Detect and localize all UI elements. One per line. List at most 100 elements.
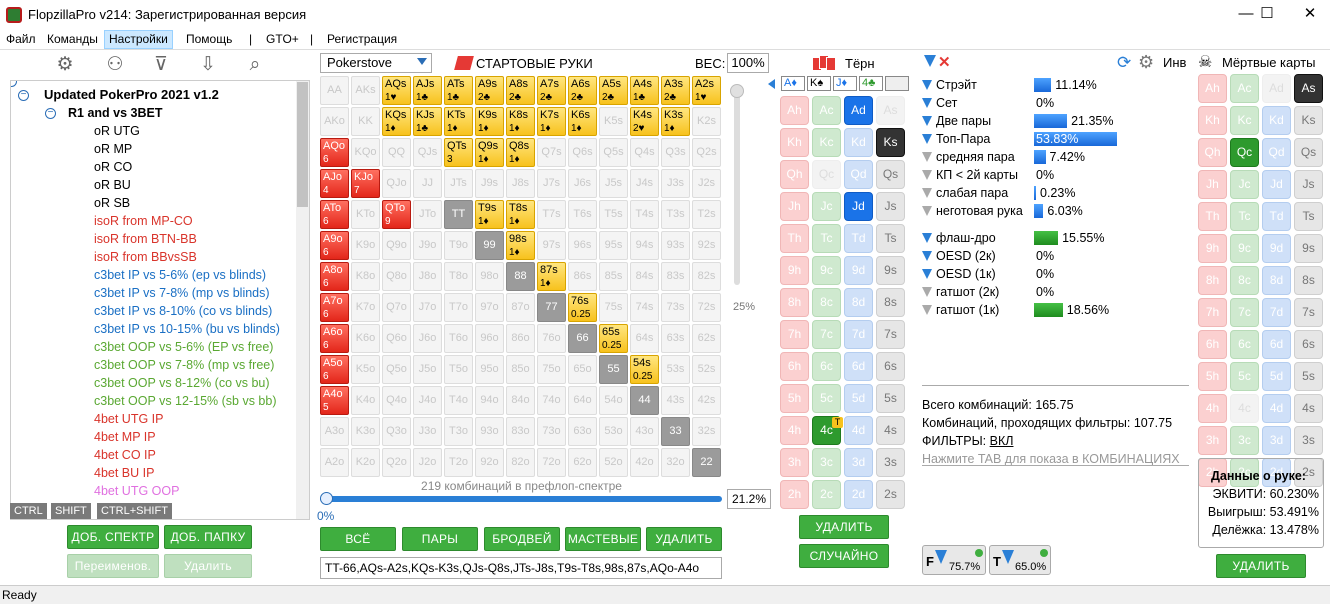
card-Jc[interactable]: Jc — [1230, 170, 1259, 199]
hand-cell[interactable]: K2o — [351, 448, 380, 477]
card-8h[interactable]: 8h — [780, 288, 809, 317]
card-3d[interactable]: 3d — [844, 448, 873, 477]
card-Qd[interactable]: Qd — [1262, 138, 1291, 167]
hand-cell[interactable]: 43s — [661, 386, 690, 415]
card-2h[interactable]: 2h — [1198, 458, 1227, 487]
hand-cell[interactable]: 74o — [537, 386, 566, 415]
hand-cell[interactable]: QJs — [413, 138, 442, 167]
card-7c[interactable]: 7c — [812, 320, 841, 349]
hand-cell[interactable]: T4o — [444, 386, 473, 415]
hand-cell[interactable]: 33 — [661, 417, 690, 446]
hand-cell[interactable]: K6s 1♦ — [568, 107, 597, 136]
tree-item[interactable]: isoR from MP-CO — [94, 214, 193, 228]
menu-register[interactable]: Регистрация — [327, 32, 398, 46]
hand-cell[interactable]: 86s — [568, 262, 597, 291]
hand-cell[interactable]: 22 — [692, 448, 721, 477]
hand-cell[interactable]: K4s 2♥ — [630, 107, 659, 136]
card-9c[interactable]: 9c — [812, 256, 841, 285]
card-Tc[interactable]: Tc — [1230, 202, 1259, 231]
hand-cell[interactable]: K7o — [351, 293, 380, 322]
hand-cell[interactable]: 95o — [475, 355, 504, 384]
room-select[interactable]: Pokerstove — [320, 53, 432, 73]
hand-cell[interactable]: AKs — [351, 76, 380, 105]
hand-cell[interactable]: 65s 0.25 — [599, 324, 628, 353]
hand-cell[interactable]: JTs — [444, 169, 473, 198]
hand-cell[interactable]: 52s — [692, 355, 721, 384]
hand-cell[interactable]: Q6s — [568, 138, 597, 167]
card-Ts[interactable]: Ts — [1294, 202, 1323, 231]
card-Qc[interactable]: Qc — [1230, 138, 1259, 167]
card-Ks[interactable]: Ks — [1294, 106, 1323, 135]
hand-cell[interactable]: T7o — [444, 293, 473, 322]
hand-cell[interactable]: 73o — [537, 417, 566, 446]
hand-cell[interactable]: KTs 1♦ — [444, 107, 473, 136]
card-8d[interactable]: 8d — [844, 288, 873, 317]
card-4s[interactable]: 4s — [1294, 394, 1323, 423]
card-2h[interactable]: 2h — [780, 480, 809, 509]
card-5d[interactable]: 5d — [844, 384, 873, 413]
card-9c[interactable]: 9c — [1230, 234, 1259, 263]
dead-delete-button[interactable]: УДАЛИТЬ — [1216, 554, 1306, 578]
hand-cell[interactable]: A3s 2♣ — [661, 76, 690, 105]
filter-icon[interactable] — [922, 98, 932, 108]
hand-cell[interactable]: 97o — [475, 293, 504, 322]
card-5h[interactable]: 5h — [1198, 362, 1227, 391]
hand-cell[interactable]: A4o 5 — [320, 386, 349, 415]
hand-cell[interactable]: 83s — [661, 262, 690, 291]
card-5d[interactable]: 5d — [1262, 362, 1291, 391]
filter-icon[interactable] — [922, 305, 932, 315]
tree-item[interactable]: 4bet UTG OOP — [94, 484, 180, 498]
card-9d[interactable]: 9d — [1262, 234, 1291, 263]
card-6d[interactable]: 6d — [844, 352, 873, 381]
filter-icon[interactable] — [922, 188, 932, 198]
hand-cell[interactable]: KTo — [351, 200, 380, 229]
card-4d[interactable]: 4d — [844, 416, 873, 445]
board-card[interactable] — [885, 76, 909, 91]
hand-cell[interactable]: J8s — [506, 169, 535, 198]
filter-icon[interactable] — [924, 55, 936, 67]
hand-cell[interactable]: Q5s — [599, 138, 628, 167]
card-Qh[interactable]: Qh — [1198, 138, 1227, 167]
card-3c[interactable]: 3c — [1230, 426, 1259, 455]
hand-cell[interactable]: A6s 2♣ — [568, 76, 597, 105]
hand-cell[interactable]: T5s — [599, 200, 628, 229]
hand-cell[interactable]: A3o — [320, 417, 349, 446]
hand-cell[interactable]: J3s — [661, 169, 690, 198]
hand-cell[interactable]: T8s 1♦ — [506, 200, 535, 229]
hand-cell[interactable]: J6s — [568, 169, 597, 198]
tree-item[interactable]: oR SB — [94, 196, 131, 210]
tree-root-label[interactable]: Updated PokerPro 2021 v1.2 — [44, 87, 219, 102]
hand-cell[interactable]: 82o — [506, 448, 535, 477]
hand-cell[interactable]: JJ — [413, 169, 442, 198]
hand-cell[interactable]: 62o — [568, 448, 597, 477]
hand-cell[interactable]: J3o — [413, 417, 442, 446]
hand-cell[interactable]: T3o — [444, 417, 473, 446]
card-Ah[interactable]: Ah — [1198, 74, 1227, 103]
hand-cell[interactable]: A7o 6 — [320, 293, 349, 322]
filter-icon[interactable] — [922, 170, 932, 180]
hand-cell[interactable]: QTs 3 — [444, 138, 473, 167]
hand-cell[interactable]: J4s — [630, 169, 659, 198]
hand-cell[interactable]: AJo 4 — [320, 169, 349, 198]
tree-item[interactable]: oR BU — [94, 178, 131, 192]
card-3d[interactable]: 3d — [1262, 426, 1291, 455]
tree-folder-label[interactable]: R1 and vs 3BET — [68, 106, 163, 120]
minimize-button[interactable]: — — [1238, 5, 1254, 22]
clear-filter-icon[interactable]: ✕ — [938, 54, 951, 71]
tree-item[interactable]: 4bet MP IP — [94, 430, 156, 444]
add-range-button[interactable]: ДОБ. СПЕКТР — [67, 525, 159, 549]
menu-settings[interactable]: Настройки — [104, 30, 173, 49]
card-5s[interactable]: 5s — [876, 384, 905, 413]
hand-cell[interactable]: Q9s 1♦ — [475, 138, 504, 167]
hand-cell[interactable]: 76s 0.25 — [568, 293, 597, 322]
card-9h[interactable]: 9h — [1198, 234, 1227, 263]
hand-cell[interactable]: 65o — [568, 355, 597, 384]
search-icon[interactable]: ⌕ — [249, 54, 261, 75]
hand-cell[interactable]: J5s — [599, 169, 628, 198]
hand-cell[interactable]: AQo 6 — [320, 138, 349, 167]
arrow-left-icon[interactable] — [768, 79, 775, 89]
filter-icon[interactable] — [922, 134, 932, 144]
hand-cell[interactable]: T6s — [568, 200, 597, 229]
filter-icon[interactable] — [922, 269, 932, 279]
range-slider-thumb[interactable] — [320, 492, 333, 505]
